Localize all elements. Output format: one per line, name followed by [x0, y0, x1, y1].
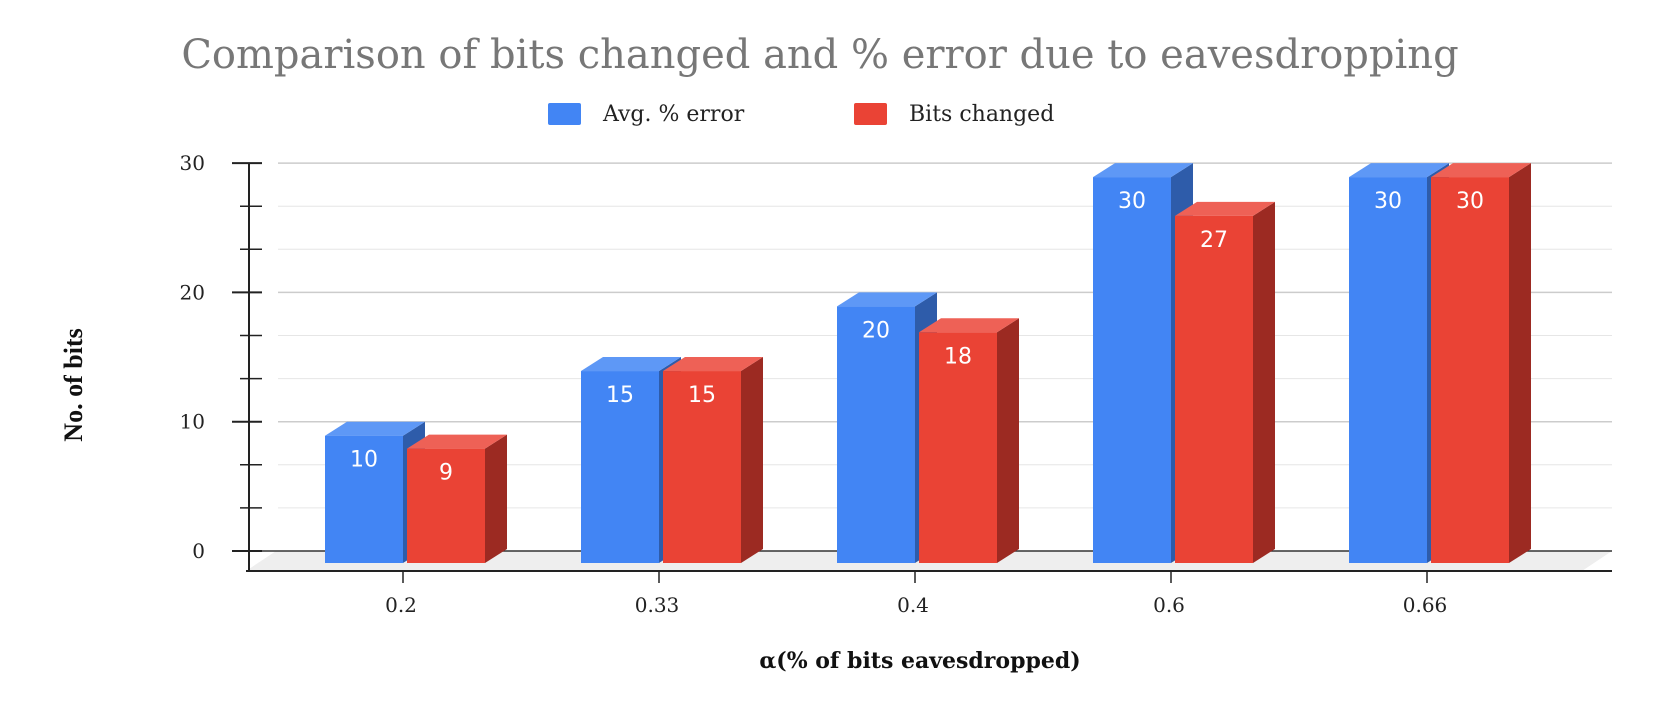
bar-top	[581, 357, 681, 372]
data-label: 30	[1456, 189, 1484, 214]
bar-top	[1175, 201, 1275, 216]
bar-side	[485, 434, 507, 563]
data-label: 30	[1374, 189, 1402, 214]
bar-side	[1509, 163, 1531, 563]
bar-front	[407, 448, 485, 563]
bar-side	[741, 357, 763, 563]
bars	[325, 163, 1531, 563]
x-tick-label: 0.2	[385, 593, 417, 617]
x-tick-label: 0.6	[1153, 593, 1185, 617]
bar	[407, 434, 507, 563]
bar	[663, 357, 763, 563]
axes	[232, 162, 1612, 583]
bar-front	[1093, 177, 1171, 563]
bar	[1431, 163, 1531, 563]
legend-swatch-bits-changed	[854, 103, 887, 125]
bar-top	[407, 434, 507, 449]
bar-front	[1349, 177, 1427, 563]
bar-side	[1253, 201, 1275, 563]
y-tick-label: 20	[180, 280, 205, 304]
bar-top	[1093, 163, 1193, 178]
legend: Avg. % error Bits changed	[548, 102, 1054, 127]
y-tick-label: 30	[180, 151, 205, 175]
bar-front	[1431, 177, 1509, 563]
data-labels: 10 9 15 15 20 18 30 27 30 30	[350, 189, 1484, 486]
bar-front	[663, 371, 741, 563]
x-tick-label: 0.4	[897, 593, 929, 617]
y-tick-label: 10	[180, 410, 205, 434]
tick-labels: 0 10 20 30 0.2 0.33 0.4 0.6 0.66	[180, 151, 1448, 617]
bar-top	[1349, 163, 1449, 178]
data-label: 18	[944, 344, 972, 369]
bar-top	[663, 357, 763, 372]
data-label: 15	[606, 383, 634, 408]
legend-swatch-avg-error	[548, 103, 581, 125]
bar-front	[1175, 215, 1253, 563]
bar-front	[581, 371, 659, 563]
data-label: 27	[1200, 228, 1228, 253]
x-tick-label: 0.33	[635, 593, 680, 617]
y-axis-title: No. of bits	[59, 328, 88, 441]
bar-side	[997, 318, 1019, 563]
legend-label-bits-changed: Bits changed	[909, 102, 1054, 127]
chart-title: Comparison of bits changed and % error d…	[181, 32, 1458, 78]
data-label: 15	[688, 383, 716, 408]
x-tick-label: 0.66	[1403, 593, 1448, 617]
bar-front	[325, 435, 403, 563]
bar-top	[837, 292, 937, 307]
data-label: 10	[350, 448, 378, 473]
data-label: 30	[1118, 189, 1146, 214]
legend-label-avg-error: Avg. % error	[602, 102, 745, 127]
bar-front	[919, 332, 997, 563]
y-tick-label: 0	[192, 539, 205, 563]
bar	[1175, 201, 1275, 563]
bar-top	[1431, 163, 1531, 178]
bar-front	[837, 306, 915, 563]
bar	[919, 318, 1019, 563]
bar-top	[919, 318, 1019, 333]
data-label: 20	[862, 318, 890, 343]
data-label: 9	[439, 461, 453, 486]
bar-top	[325, 421, 425, 436]
x-axis-title: α(% of bits eavesdropped)	[759, 648, 1080, 674]
